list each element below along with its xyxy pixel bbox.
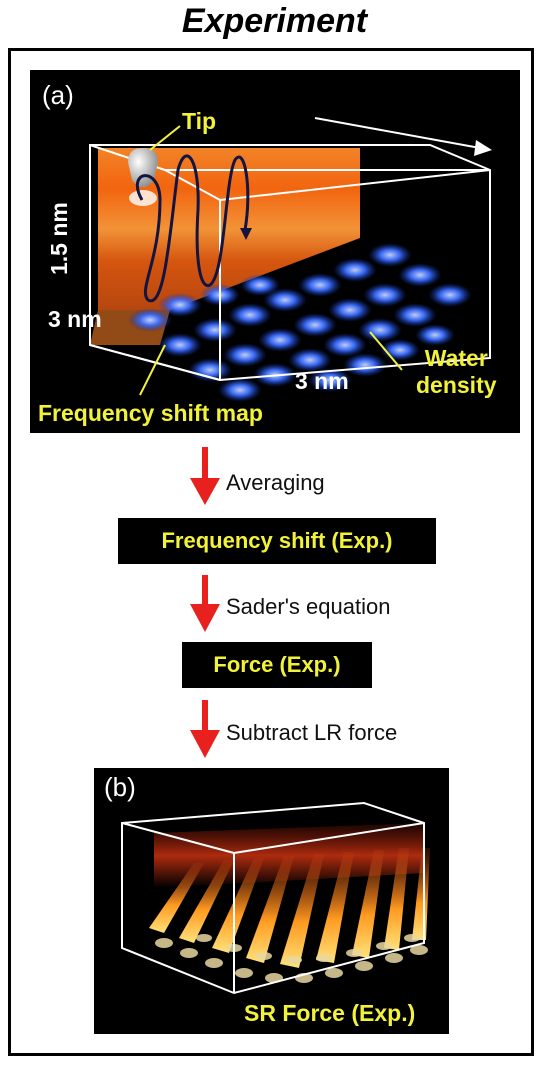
water-density-blobs — [128, 243, 472, 402]
panel-a-letter: (a) — [42, 80, 74, 110]
water-density-line2: density — [416, 372, 497, 398]
frequency-shift-exp-box: Frequency shift (Exp.) — [118, 518, 436, 564]
scan-direction-arrow — [314, 117, 481, 149]
oscillation-spiral — [135, 154, 250, 303]
panel-b-image: (b) SR Force (Exp.) — [94, 768, 449, 1034]
panel-b-letter: (b) — [104, 772, 136, 802]
water-density-line1: Water — [424, 345, 488, 371]
sr-force-caption: SR Force (Exp.) — [244, 1000, 416, 1026]
depth-label: 3 nm — [48, 306, 102, 332]
figure-title: Experiment — [181, 2, 368, 40]
tip-label: Tip — [182, 108, 217, 134]
step-averaging-label: Averaging — [226, 470, 325, 495]
width-label: 3 nm — [295, 368, 349, 394]
panel-a-wireframe-box — [89, 144, 491, 382]
panel-b-wireframe-box — [121, 801, 425, 995]
panel-a-graphic — [89, 117, 492, 402]
step-sader-label: Sader's equation — [226, 594, 391, 619]
panel-a-image: (a) Tip 1.5 nm 3 nm 3 nm Water density F… — [30, 70, 520, 433]
water-density-label: Water density — [416, 345, 497, 399]
sr-force-surface-dots — [155, 934, 428, 983]
frequency-shift-map-label: Frequency shift map — [38, 400, 263, 426]
sr-force-streaks — [149, 848, 430, 968]
figure-frame — [8, 48, 534, 1056]
height-label: 1.5 nm — [46, 202, 72, 275]
force-exp-box: Force (Exp.) — [182, 642, 372, 688]
step-subtract-label: Subtract LR force — [226, 720, 398, 745]
panel-b-graphic — [121, 801, 430, 995]
